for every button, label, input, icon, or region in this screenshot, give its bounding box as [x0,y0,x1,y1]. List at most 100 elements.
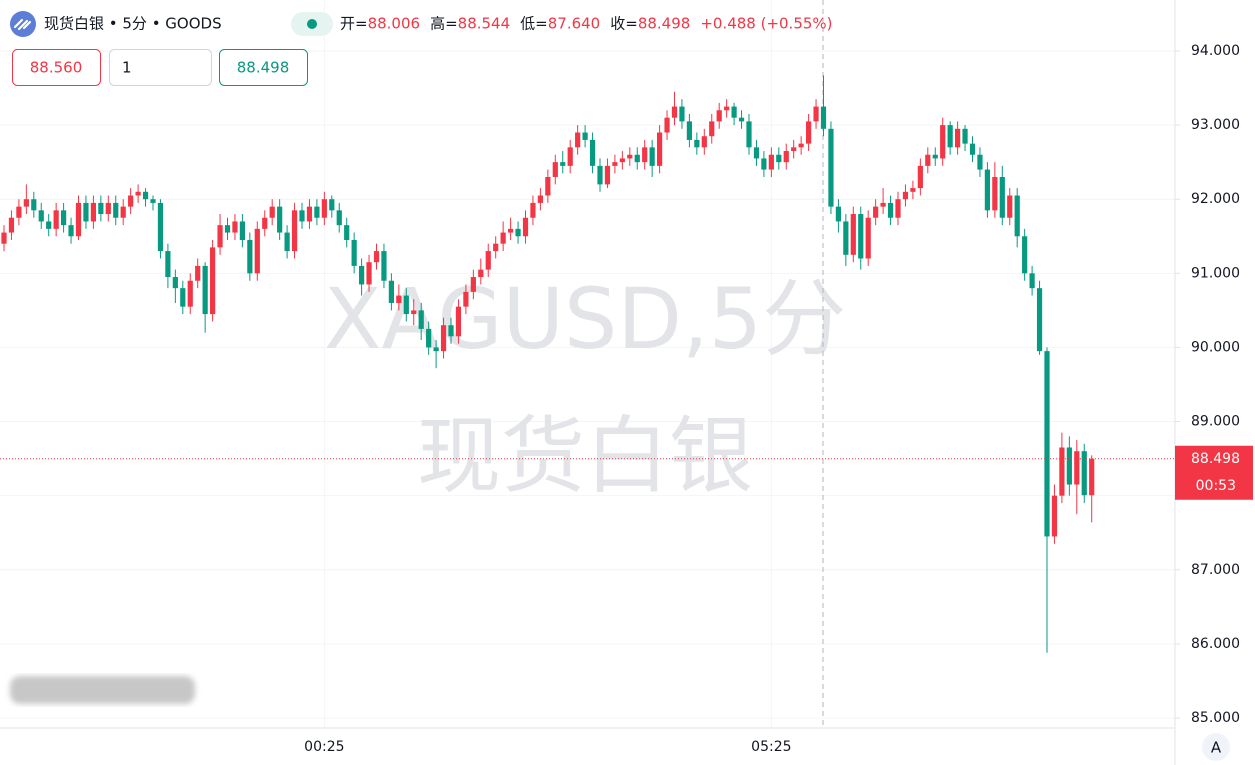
y-tick-label: 93.000 [1191,117,1240,133]
candle-body [351,239,357,266]
quantity-input[interactable] [109,49,212,86]
candle-body [217,225,223,248]
candle-body [768,154,774,170]
candle-body [1051,495,1058,537]
candle-body [180,288,186,307]
candle-body [113,202,119,218]
y-tick-label: 90.000 [1191,339,1240,355]
candle-body [575,132,581,148]
last-price-label: 88.498 [1191,451,1240,467]
candle-body [657,132,663,166]
x-tick-label: 00:25 [304,739,344,755]
candle-body [195,265,201,281]
candle-body [254,228,260,274]
candle-body [709,121,715,137]
candle-body [150,199,156,203]
candle-body [537,195,543,203]
candle-body [478,269,484,278]
candle-body [90,202,96,222]
sell-button[interactable] [12,49,101,86]
candle-body [694,139,700,148]
candle-body [679,106,685,122]
candle-body [873,206,879,218]
candle-body [701,136,707,148]
candle-body [46,221,52,229]
candle-body [440,325,447,352]
candle-body [597,165,603,185]
candle-body [582,132,588,140]
candle-body [731,106,737,118]
candle-body [850,214,856,255]
candle-body [917,165,923,189]
candle-body [753,147,760,159]
grid [0,0,1175,728]
y-tick-label: 87.000 [1191,562,1240,578]
candle-body [53,210,59,229]
candle-body [239,221,245,240]
candle-body [344,225,350,240]
candle-body [589,139,596,166]
candle-body [955,128,961,148]
y-tick-label: 86.000 [1191,636,1240,652]
candle-body [426,328,432,348]
candle-body [284,232,290,252]
candle-body [552,162,558,177]
candle-body [366,262,372,285]
watermark-name: 现货白银 [417,407,753,505]
symbol-title[interactable]: 现货白银 • 5分 • GOODS [44,15,222,33]
last-price-tag [1175,445,1253,500]
candle-body [1029,273,1035,289]
candle-body [545,176,551,196]
y-tick-label: 89.000 [1191,414,1240,430]
candle-body [791,147,797,152]
y-tick-label: 91.000 [1191,265,1240,281]
candle-body [813,106,819,122]
candle-body [418,310,424,329]
candle-body [746,121,752,148]
candle-body [75,202,82,237]
candle-body [969,143,976,155]
candle-body [776,154,782,163]
candle-body [560,162,566,166]
candle-body [187,280,193,307]
candle-body [8,217,15,233]
watermark: XAGUSD,5分 现货白银 [324,270,846,505]
buy-button[interactable] [219,49,308,86]
candle-body [761,158,767,170]
candle-body [627,154,633,159]
candle-body [925,154,931,166]
candle-body [999,176,1005,218]
ohlc-key: 低= [520,15,548,33]
candle-body [485,251,491,270]
ohlc-key: 收= [610,15,638,33]
status-dot [307,19,317,29]
quantity: 1 [122,59,132,77]
candle-body [716,110,722,122]
candle-body [172,277,178,289]
candle-body [895,199,901,218]
candle-body [433,347,439,352]
candle-body [306,206,313,222]
candle-body [329,199,335,211]
candle-body [411,310,417,315]
candle-body [843,221,849,255]
candle-body [738,117,745,122]
candle-body [940,125,946,159]
symbol-icon-mark [13,18,32,31]
candle-body [262,217,268,229]
candle-body [567,147,573,166]
change-value: +0.488 (+0.55%) [700,15,832,33]
ohlc-legend: 开= 88.006 高= 88.544 低= 87.640 收= 88.498 +0.488 (… [340,15,833,33]
candle-body [522,217,529,237]
candle-body [858,214,864,259]
candle-body [835,206,841,222]
auto-scale-button[interactable] [1202,733,1230,761]
candle-body [269,206,275,218]
candle-body [373,251,380,263]
candle-body [1014,195,1020,237]
candle-body [984,169,990,211]
candle-body [1022,236,1028,274]
auto-scale-label: A [1211,739,1222,757]
candle-body [23,199,29,207]
